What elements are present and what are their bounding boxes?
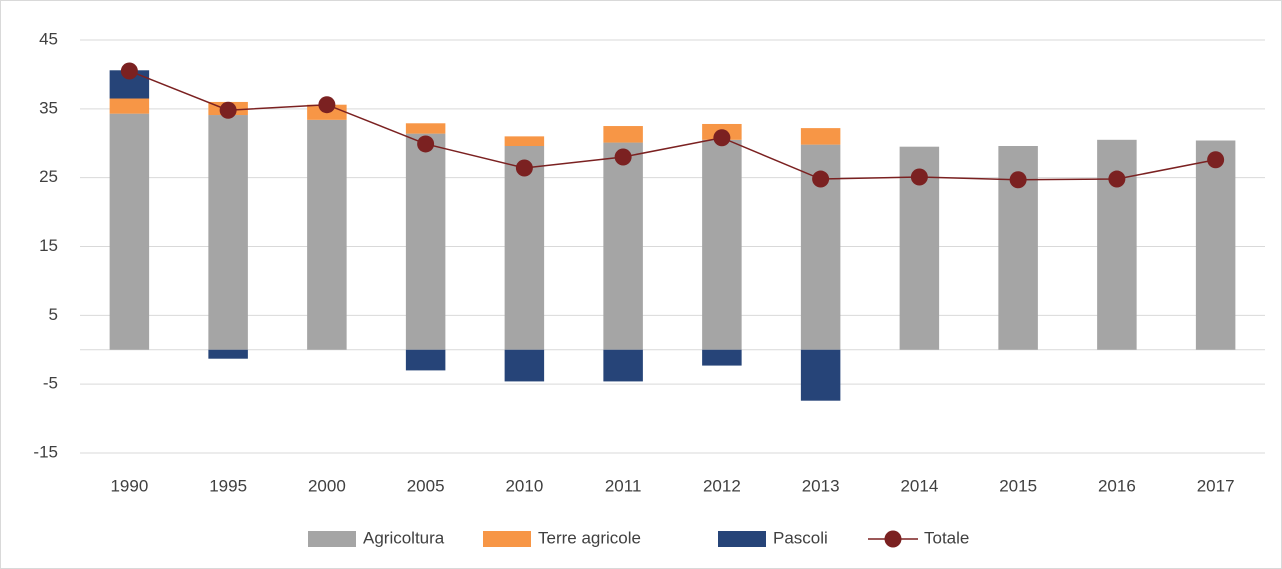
bar xyxy=(109,98,150,114)
marker xyxy=(812,170,830,188)
bar xyxy=(405,133,446,350)
y-tick-label: 35 xyxy=(39,98,58,117)
y-tick-label: 5 xyxy=(49,305,58,324)
y-tick-label: -15 xyxy=(33,442,58,461)
x-tick-label: 2016 xyxy=(1098,476,1136,495)
bar xyxy=(208,349,248,359)
x-tick-label: 2012 xyxy=(703,476,741,495)
marker xyxy=(910,168,928,186)
legend-swatch xyxy=(483,531,531,547)
legend-swatch xyxy=(718,531,766,547)
marker xyxy=(417,135,435,153)
marker xyxy=(713,129,731,147)
x-tick-label: 1995 xyxy=(209,476,247,495)
legend-marker xyxy=(884,530,902,548)
marker xyxy=(120,62,138,80)
marker xyxy=(614,148,632,166)
x-tick-label: 2013 xyxy=(802,476,840,495)
legend-item: Totale xyxy=(868,528,969,548)
bar xyxy=(800,349,841,401)
y-tick-label: 15 xyxy=(39,236,58,255)
bar xyxy=(702,349,742,366)
x-tick-label: 2010 xyxy=(505,476,543,495)
y-tick-label: -5 xyxy=(43,374,58,393)
bar xyxy=(307,119,347,350)
bar xyxy=(1195,140,1236,350)
x-tick-label: 2005 xyxy=(407,476,445,495)
legend-label: Agricoltura xyxy=(363,528,445,547)
line xyxy=(129,70,1216,181)
x-tick-label: 2014 xyxy=(900,476,938,495)
y-tick-label: 45 xyxy=(39,29,58,48)
y-tick-label: 25 xyxy=(39,167,58,186)
bar xyxy=(603,142,643,350)
bar xyxy=(405,349,446,371)
marker xyxy=(318,96,336,114)
legend-label: Totale xyxy=(924,528,969,547)
marker xyxy=(1207,151,1225,169)
x-tick-label: 2011 xyxy=(605,476,642,495)
legend-label: Pascoli xyxy=(773,528,828,547)
legend-label: Terre agricole xyxy=(538,528,641,547)
marker xyxy=(1108,170,1126,188)
marker xyxy=(515,159,533,177)
legend-item: Pascoli xyxy=(718,528,828,547)
bar xyxy=(504,136,545,147)
legend-item: Agricoltura xyxy=(308,528,445,547)
x-tick-label: 2015 xyxy=(999,476,1037,495)
bar xyxy=(603,349,643,382)
bar xyxy=(208,115,248,350)
bar xyxy=(405,123,446,134)
bar xyxy=(603,126,643,143)
bar xyxy=(109,113,150,350)
legend-item: Terre agricole xyxy=(483,528,641,547)
bar xyxy=(504,349,545,382)
bar xyxy=(504,146,545,350)
marker xyxy=(1009,171,1027,189)
marker xyxy=(219,101,237,119)
x-tick-label: 1990 xyxy=(110,476,148,495)
bar xyxy=(702,139,742,350)
x-tick-label: 2017 xyxy=(1197,476,1235,495)
legend-swatch xyxy=(308,531,356,547)
bar xyxy=(800,128,841,145)
x-tick-label: 2000 xyxy=(308,476,346,495)
